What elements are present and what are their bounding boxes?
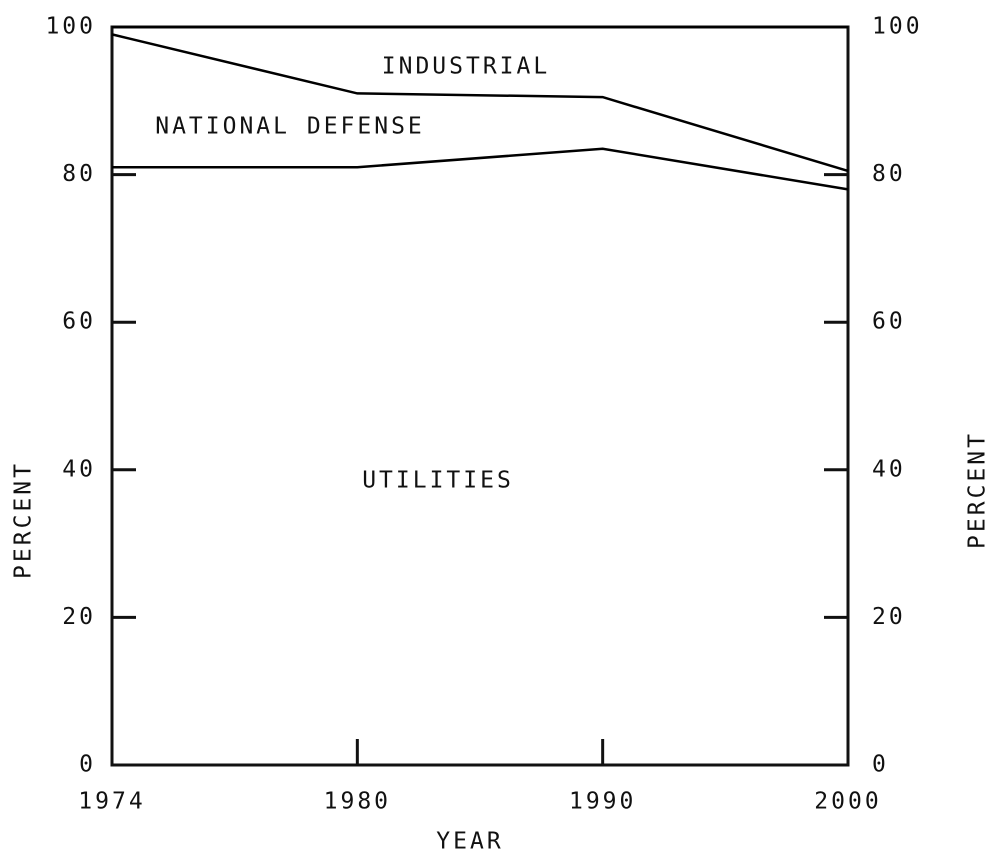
series-label: INDUSTRIAL bbox=[382, 54, 550, 80]
x-tick-label: 1974 bbox=[78, 789, 145, 815]
x-tick-label: 1990 bbox=[569, 789, 636, 815]
x-axis-label: YEAR bbox=[436, 829, 503, 855]
y2-tick-label: 100 bbox=[872, 14, 923, 40]
x-tick-label: 1980 bbox=[324, 789, 391, 815]
y-tick-label: 60 bbox=[62, 309, 96, 335]
y-tick-label: 0 bbox=[79, 752, 96, 778]
y-tick-label: 40 bbox=[62, 456, 96, 482]
y2-tick-label: 0 bbox=[872, 752, 889, 778]
y2-tick-label: 40 bbox=[872, 456, 906, 482]
y-tick-label: 20 bbox=[62, 604, 96, 630]
y-tick-label: 80 bbox=[62, 161, 96, 187]
y-tick-label: 100 bbox=[45, 14, 96, 40]
y-axis-label: PERCENT bbox=[11, 461, 37, 579]
area-boundary bbox=[112, 149, 848, 190]
series-label: NATIONAL DEFENSE bbox=[155, 114, 425, 140]
y2-tick-label: 60 bbox=[872, 309, 906, 335]
y2-axis-label: PERCENT bbox=[965, 431, 990, 549]
y2-tick-label: 80 bbox=[872, 161, 906, 187]
series-label: UTILITIES bbox=[362, 468, 514, 494]
y2-tick-label: 20 bbox=[872, 604, 906, 630]
x-tick-label: 2000 bbox=[814, 789, 881, 815]
